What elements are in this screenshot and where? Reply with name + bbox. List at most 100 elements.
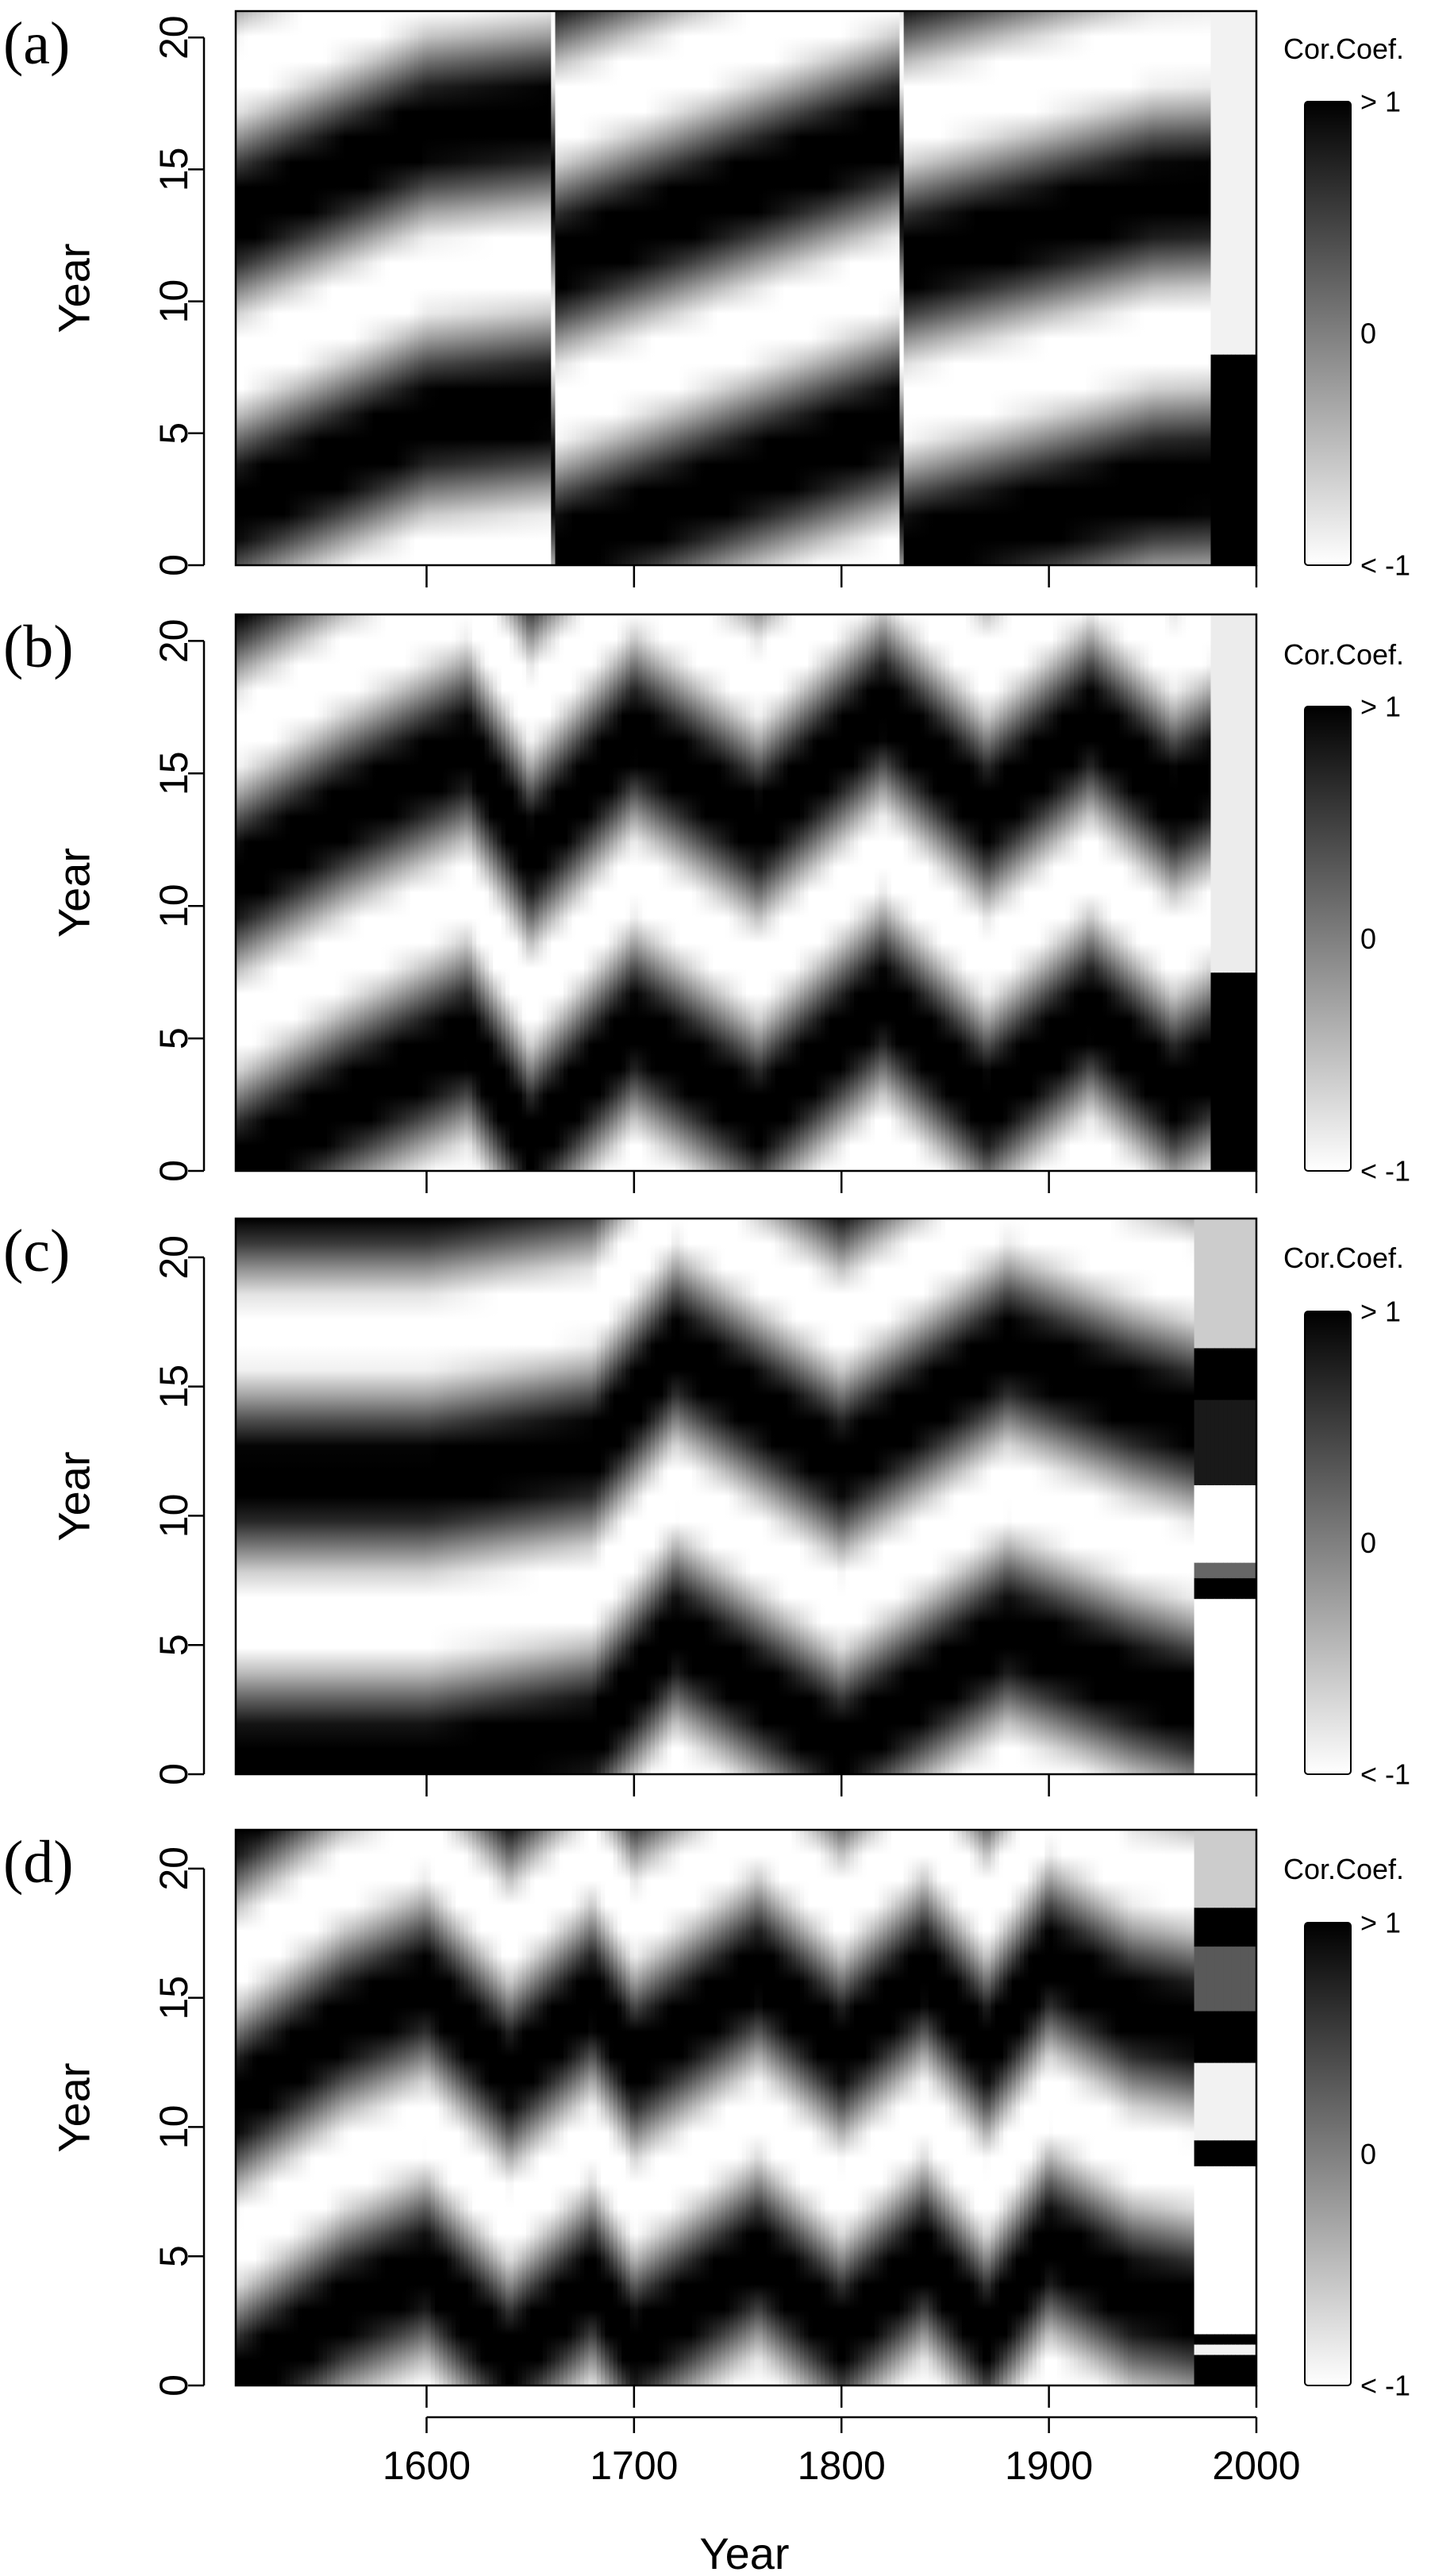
- heatmap-edge-cell: [1210, 2333, 1216, 2345]
- heatmap-column: [642, 614, 648, 1171]
- heatmap-column: [393, 1830, 398, 2385]
- heatmap-column: [1090, 1219, 1095, 1774]
- heatmap-column: [294, 11, 299, 565]
- heatmap-column: [737, 11, 743, 565]
- heatmap-column: [787, 1830, 793, 2385]
- heatmap-column: [866, 1219, 871, 1774]
- heatmap-column: [1069, 1219, 1075, 1774]
- heatmap-column: [862, 614, 867, 1171]
- heatmap-edge-cell: [1235, 2354, 1241, 2385]
- heatmap-column: [376, 11, 382, 565]
- heatmap-column: [1194, 614, 1199, 1171]
- heatmap-column: [775, 1219, 780, 1774]
- heatmap-edge-cell: [1214, 1219, 1220, 1349]
- heatmap-column: [775, 614, 780, 1171]
- heatmap-edge-cell: [1231, 1907, 1237, 1947]
- heatmap-edge-cell: [1198, 2139, 1203, 2166]
- heatmap-column: [940, 11, 946, 565]
- heatmap-column: [994, 1219, 1000, 1774]
- heatmap-column: [1156, 614, 1162, 1171]
- heatmap-column: [821, 1219, 825, 1774]
- heatmap-column: [555, 1830, 560, 2385]
- heatmap-column: [783, 11, 788, 565]
- colorbar: Cor.Coef. > 1 0 < -1: [1283, 1242, 1410, 1791]
- heatmap-column: [567, 1219, 573, 1774]
- heatmap-edge-cell: [1252, 972, 1256, 1171]
- heatmap-column: [663, 614, 668, 1171]
- heatmap-column: [729, 614, 734, 1171]
- heatmap-column: [804, 614, 810, 1171]
- heatmap-column: [418, 1219, 423, 1774]
- heatmap-column: [998, 1219, 1004, 1774]
- heatmap-column: [713, 1219, 718, 1774]
- heatmap-column: [708, 614, 714, 1171]
- heatmap-edge-cell: [1227, 1598, 1233, 1774]
- heatmap-edge-cell: [1244, 1907, 1249, 1947]
- heatmap-column: [1186, 1219, 1191, 1774]
- heatmap-edge-cell: [1218, 2343, 1224, 2355]
- heatmap-column: [613, 11, 618, 565]
- heatmap-column: [505, 614, 510, 1171]
- heatmap-column: [825, 1830, 830, 2385]
- heatmap-column: [1015, 11, 1021, 565]
- heatmap-edge-cell: [1202, 1562, 1207, 1579]
- heatmap-edge-cell: [1227, 2139, 1233, 2166]
- heatmap-column: [1052, 1219, 1058, 1774]
- x-ticks: [425, 2385, 1258, 2408]
- heatmap-column: [779, 11, 784, 565]
- heatmap-column: [762, 1830, 767, 2385]
- heatmap-column: [563, 1830, 568, 2385]
- heatmap-column: [721, 11, 726, 565]
- heatmap-column: [434, 11, 440, 565]
- heatmap-column: [1106, 614, 1112, 1171]
- heatmap-column: [663, 1219, 668, 1774]
- heatmap-column: [264, 11, 270, 565]
- heatmap-edge-cell: [1218, 1399, 1224, 1485]
- heatmap-edge-cell: [1214, 2062, 1220, 2141]
- heatmap-column: [368, 11, 374, 565]
- heatmap-edge-cell: [1206, 1562, 1212, 1579]
- heatmap-column: [1082, 11, 1087, 565]
- heatmap-column: [1024, 11, 1029, 565]
- heatmap-edge-cell: [1240, 11, 1244, 355]
- heatmap-edge-cell: [1252, 1562, 1256, 1579]
- heatmap-edge-cell: [1214, 1484, 1220, 1563]
- heatmap-column: [1152, 1219, 1158, 1774]
- heatmap-column: [916, 614, 921, 1171]
- heatmap-edge-cell: [1210, 614, 1216, 973]
- heatmap-column: [530, 11, 535, 565]
- heatmap-edge-cell: [1223, 11, 1229, 355]
- heatmap-column: [451, 1219, 456, 1774]
- heatmap-column: [758, 614, 764, 1171]
- heatmap-column: [471, 11, 477, 565]
- heatmap-edge-cell: [1252, 2139, 1256, 2166]
- heatmap-edge-cell: [1235, 614, 1241, 973]
- heatmap-edge-cell: [1198, 1830, 1203, 1908]
- heatmap-edge-cell: [1218, 11, 1224, 355]
- heatmap-edge-cell: [1248, 1484, 1253, 1563]
- heatmap-column: [858, 1830, 863, 2385]
- heatmap-column: [277, 1830, 283, 2385]
- heatmap-edge-cell: [1244, 1219, 1249, 1349]
- heatmap-column: [920, 614, 925, 1171]
- heatmap-column: [875, 1830, 879, 2385]
- heatmap-column: [700, 614, 706, 1171]
- heatmap-column: [488, 11, 494, 565]
- heatmap-column: [791, 1830, 797, 2385]
- heatmap-column: [1069, 11, 1075, 565]
- heatmap-column: [812, 11, 817, 565]
- heatmap-column: [1177, 614, 1183, 1171]
- heatmap-column: [721, 1830, 726, 2385]
- heatmap-edge-cell: [1194, 2010, 1199, 2063]
- heatmap-column: [1032, 614, 1037, 1171]
- heatmap-column: [1194, 11, 1199, 565]
- heatmap-edge-cell: [1198, 1907, 1203, 1947]
- heatmap-edge-cell: [1210, 1598, 1216, 1774]
- heatmap-column: [302, 1219, 307, 1774]
- heatmap-column: [402, 1219, 406, 1774]
- y-axis: 0 5 10 15 20: [152, 1235, 206, 1785]
- heatmap-column: [617, 614, 622, 1171]
- heatmap-column: [795, 1219, 801, 1774]
- heatmap-column: [240, 614, 245, 1171]
